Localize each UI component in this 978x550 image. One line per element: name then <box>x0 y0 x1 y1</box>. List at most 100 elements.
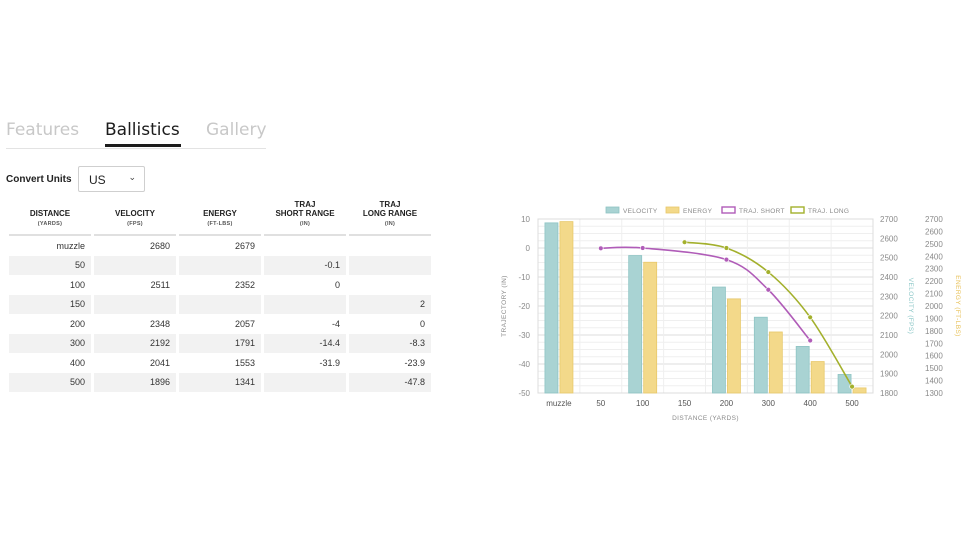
header-title: DISTANCE <box>29 209 71 218</box>
table-cell: 100 <box>69 279 85 290</box>
table-cell <box>264 294 346 314</box>
table-cell: 1896 <box>94 372 176 392</box>
traj-short-point <box>807 337 813 344</box>
traj-long-line <box>684 241 853 388</box>
table-cell: 2680 <box>149 240 170 251</box>
legend-swatch <box>790 206 805 214</box>
velocity-tick-label: 2200 <box>880 312 898 321</box>
table-cell: 2 <box>349 294 431 314</box>
velocity-bar <box>628 255 643 394</box>
traj-short-point <box>598 245 604 251</box>
table-row: 200 2348 2057 -4 0 <box>9 314 431 334</box>
tab-features[interactable]: Features <box>6 120 80 140</box>
table-cell: 1341 <box>179 372 261 392</box>
energy-tick-label: 1600 <box>925 352 943 361</box>
tab-ballistics[interactable]: Ballistics <box>105 120 180 140</box>
legend-label: VELOCITY <box>623 208 658 215</box>
energy-tick-label: 2000 <box>925 302 943 311</box>
energy-tick-label: 2200 <box>925 277 943 286</box>
traj-long-point <box>765 269 772 275</box>
velocity-bar <box>753 316 768 394</box>
table-cell: -8.3 <box>349 333 431 353</box>
energy-bar <box>559 221 574 394</box>
y-tick-label: -50 <box>518 389 530 398</box>
table-cell: -14.4 <box>264 333 346 353</box>
velocity-tick-label: 2700 <box>880 215 898 224</box>
table-cell: 2192 <box>94 333 176 353</box>
legend-label: TRAJ. LONG <box>808 208 849 215</box>
x-tick-label: 50 <box>596 399 605 408</box>
active-tab-indicator <box>105 144 181 147</box>
table-cell <box>179 255 261 275</box>
table-cell: muzzle <box>56 240 85 251</box>
velocity-tick-label: 2000 <box>880 350 898 359</box>
header-unit: (FPS) <box>127 221 143 227</box>
table-cell: 500 <box>9 372 91 392</box>
x-tick-label: 200 <box>720 399 734 408</box>
table-cell <box>349 275 431 295</box>
energy-tick-label: 2100 <box>925 290 943 299</box>
velocity-tick-label: 2300 <box>880 292 898 301</box>
column-header-traj-short: TRAJ SHORT RANGE (IN) <box>264 200 346 236</box>
column-header-energy: ENERGY (FT-LBS) <box>179 200 261 236</box>
traj-short-point <box>723 256 730 263</box>
y-tick-label: 0 <box>526 244 531 253</box>
table-cell: -0.1 <box>264 255 346 275</box>
table-cell <box>349 255 431 275</box>
y-tick-label: 10 <box>521 215 530 224</box>
table-cell: 50 <box>9 255 91 275</box>
header-title: TRAJ LONG RANGE <box>362 200 418 218</box>
column-header-traj-long: TRAJ LONG RANGE (IN) <box>349 200 431 236</box>
table-header-row: DISTANCE (YARDS) VELOCITY (FPS) ENERGY (FT-… <box>9 200 431 236</box>
legend-swatch <box>605 206 620 214</box>
plot-area-border <box>537 218 874 394</box>
section-tabs: Features Ballistics Gallery <box>6 118 267 149</box>
x-tick-label: muzzle <box>546 399 572 408</box>
energy-tick-label: 2700 <box>925 215 943 224</box>
legend-swatch <box>665 206 680 214</box>
legend-swatch <box>721 206 736 214</box>
convert-units-label: Convert Units <box>6 174 72 185</box>
traj-short-point <box>765 287 772 293</box>
energy-bar <box>768 331 783 394</box>
units-select-value: US <box>89 173 106 187</box>
table-cell: 2348 <box>149 318 170 329</box>
energy-axis-title: ENERGY (FT-LBS) <box>954 275 961 337</box>
table-cell <box>264 236 346 256</box>
traj-long-point <box>681 239 688 245</box>
table-cell: 2057 <box>234 318 255 329</box>
table-cell: 2679 <box>234 240 255 251</box>
tab-gallery[interactable]: Gallery <box>206 120 267 140</box>
header-unit: (YARDS) <box>37 221 63 227</box>
table-cell: 150 <box>9 294 91 314</box>
header-title: ENERGY <box>203 209 237 218</box>
energy-tick-label: 2300 <box>925 265 943 274</box>
table-cell: 0 <box>419 318 425 329</box>
x-tick-label: 150 <box>678 399 692 408</box>
table-cell: -4 <box>331 318 340 329</box>
energy-tick-label: 1700 <box>925 339 943 348</box>
energy-tick-label: 1400 <box>925 377 943 386</box>
table-cell <box>264 372 346 392</box>
energy-tick-label: 1300 <box>925 389 943 398</box>
energy-bar <box>852 387 867 394</box>
table-cell <box>349 236 431 256</box>
x-tick-label: 400 <box>804 399 818 408</box>
x-tick-label: 300 <box>762 399 776 408</box>
table-cell <box>179 294 261 314</box>
chevron-down-icon: ⌄ <box>128 172 136 182</box>
y-tick-label: -40 <box>518 360 530 369</box>
traj-long-point <box>723 245 730 251</box>
x-tick-label: 500 <box>845 399 859 408</box>
table-cell: 1791 <box>179 333 261 353</box>
table-cell: 0 <box>334 279 340 290</box>
units-select[interactable]: US ⌄ <box>78 166 145 192</box>
y-tick-label: -30 <box>518 331 530 340</box>
table-cell: -31.9 <box>319 357 340 368</box>
velocity-tick-label: 2600 <box>880 234 898 243</box>
table-row: 150 2 <box>9 294 431 314</box>
y-tick-label: -20 <box>518 302 530 311</box>
velocity-bar <box>837 374 852 394</box>
energy-tick-label: 2400 <box>925 252 943 261</box>
